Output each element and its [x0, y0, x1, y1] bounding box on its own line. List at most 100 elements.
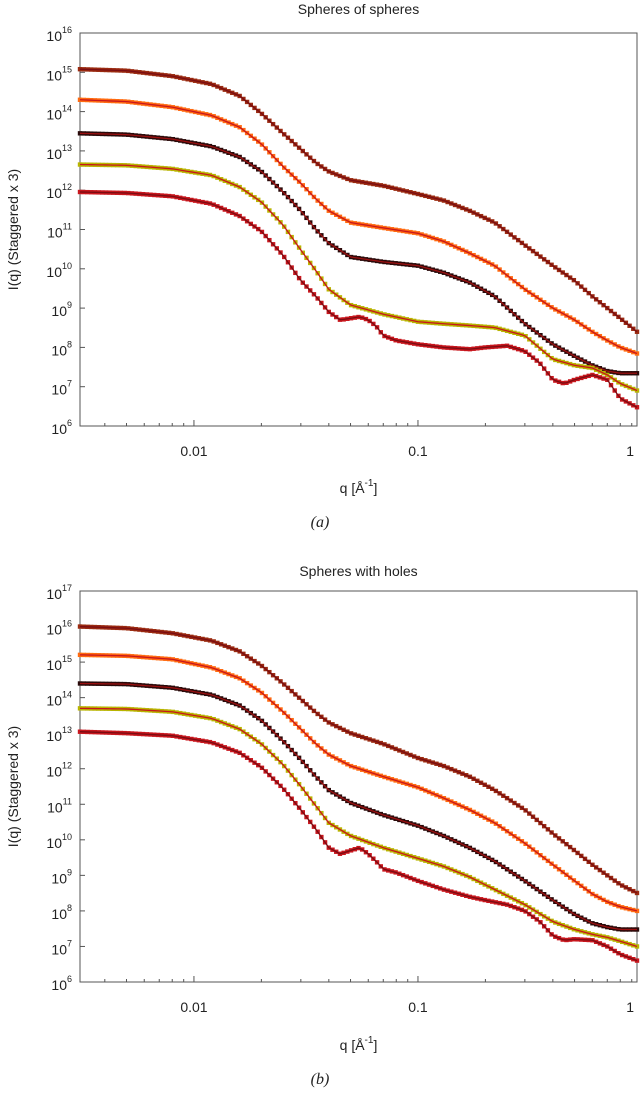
- y-tick-label: 1017: [46, 583, 72, 602]
- plot-area-frame: [79, 32, 638, 427]
- y-tick-exponent: 10: [62, 832, 72, 842]
- y-tick-exponent: 15: [62, 654, 72, 664]
- y-tick-base: 10: [46, 622, 62, 638]
- y-tick-base: 10: [51, 303, 67, 319]
- y-tick-exponent: 13: [62, 725, 72, 735]
- y-tick-exponent: 17: [62, 583, 72, 593]
- y-tick-base: 10: [46, 657, 62, 673]
- y-tick-base: 10: [51, 906, 67, 922]
- y-tick-base: 10: [46, 67, 62, 83]
- y-tick-base: 10: [46, 146, 62, 162]
- fit-line: [79, 99, 638, 355]
- y-tick-label: 1010: [46, 261, 72, 280]
- panel-label: (b): [311, 1071, 330, 1088]
- y-tick-exponent: 8: [67, 339, 72, 349]
- y-tick-label: 108: [51, 903, 72, 922]
- x-tick-label: 1: [626, 443, 634, 459]
- fit-line: [79, 682, 637, 931]
- x-tick-label: 0.01: [180, 999, 207, 1015]
- y-tick-label: 1012: [46, 182, 72, 201]
- y-tick-base: 10: [46, 693, 62, 709]
- fit-line: [79, 132, 637, 374]
- y-tick-base: 10: [46, 728, 62, 744]
- y-tick-exponent: 12: [62, 182, 72, 192]
- y-tick-label: 1011: [47, 222, 72, 241]
- y-tick-base: 10: [51, 382, 67, 398]
- y-tick-exponent: 7: [67, 938, 72, 948]
- y-tick-label: 1014: [46, 690, 72, 709]
- y-tick-exponent: 11: [63, 222, 72, 232]
- y-tick-exponent: 14: [62, 104, 72, 114]
- series-2: [77, 97, 640, 356]
- y-tick-label: 1015: [46, 64, 72, 83]
- y-tick-label: 1013: [46, 143, 72, 162]
- y-tick-exponent: 15: [62, 64, 72, 74]
- series-5: [77, 189, 640, 410]
- y-tick-exponent: 14: [62, 690, 72, 700]
- y-tick-label: 1013: [46, 725, 72, 744]
- y-tick-label: 1015: [46, 654, 72, 673]
- series-2: [77, 652, 640, 914]
- fit-line: [79, 625, 638, 894]
- y-tick-label: 106: [51, 418, 72, 437]
- fit-line: [79, 654, 638, 912]
- y-tick-base: 10: [51, 941, 67, 957]
- x-tick-label: 0.1: [408, 443, 428, 459]
- y-tick-label: 1011: [47, 796, 72, 815]
- x-tick-label: 0.01: [180, 443, 207, 459]
- y-axis-label: I(q) (Staggered x 3): [5, 726, 21, 847]
- y-tick-exponent: 13: [62, 143, 72, 153]
- y-tick-base: 10: [46, 835, 62, 851]
- y-tick-base: 10: [46, 28, 62, 44]
- y-tick-exponent: 11: [63, 796, 72, 806]
- series-4: [77, 706, 640, 949]
- y-tick-exponent: 9: [67, 867, 72, 877]
- y-tick-label: 107: [51, 379, 72, 398]
- chart-title: Spheres of spheres: [298, 1, 419, 17]
- y-tick-label: 1016: [46, 25, 72, 44]
- y-tick-base: 10: [46, 185, 62, 201]
- fit-line: [79, 731, 638, 962]
- y-tick-base: 10: [51, 342, 67, 358]
- y-tick-label: 106: [51, 974, 72, 993]
- fit-line: [79, 68, 638, 333]
- y-tick-base: 10: [47, 799, 63, 815]
- x-axis-label: q [Å-1]: [340, 1035, 378, 1053]
- y-tick-label: 107: [51, 938, 72, 957]
- y-tick-base: 10: [51, 977, 67, 993]
- y-tick-exponent: 8: [67, 903, 72, 913]
- series-5: [77, 729, 640, 963]
- y-tick-exponent: 9: [67, 300, 72, 310]
- plot-area-frame: [79, 590, 638, 983]
- y-tick-exponent: 6: [67, 974, 72, 984]
- series-4: [77, 162, 640, 393]
- x-axis-label: q [Å-1]: [340, 478, 378, 496]
- y-tick-label: 109: [51, 300, 72, 319]
- x-tick-label: 1: [626, 999, 634, 1015]
- chart-panel-2: Spheres with holes1061071081091010101110…: [5, 563, 640, 1088]
- y-tick-base: 10: [46, 107, 62, 123]
- series-1: [77, 66, 640, 334]
- x-tick-label: 0.1: [408, 999, 428, 1015]
- y-tick-base: 10: [51, 421, 67, 437]
- y-tick-base: 10: [46, 764, 62, 780]
- y-tick-base: 10: [51, 870, 67, 886]
- panel-label: (a): [311, 514, 330, 531]
- y-tick-label: 108: [51, 339, 72, 358]
- y-tick-base: 10: [46, 264, 62, 280]
- y-tick-exponent: 7: [67, 379, 72, 389]
- series-3: [77, 681, 640, 932]
- data-point: [634, 958, 640, 963]
- y-tick-label: 1016: [46, 619, 72, 638]
- y-tick-label: 1012: [46, 761, 72, 780]
- y-tick-label: 109: [51, 867, 72, 886]
- series-1: [77, 624, 640, 896]
- y-tick-label: 1010: [46, 832, 72, 851]
- fit-line: [79, 191, 638, 408]
- fit-line: [79, 707, 638, 948]
- y-tick-exponent: 12: [62, 761, 72, 771]
- y-tick-exponent: 6: [67, 418, 72, 428]
- y-tick-exponent: 10: [62, 261, 72, 271]
- y-tick-label: 1014: [46, 104, 72, 123]
